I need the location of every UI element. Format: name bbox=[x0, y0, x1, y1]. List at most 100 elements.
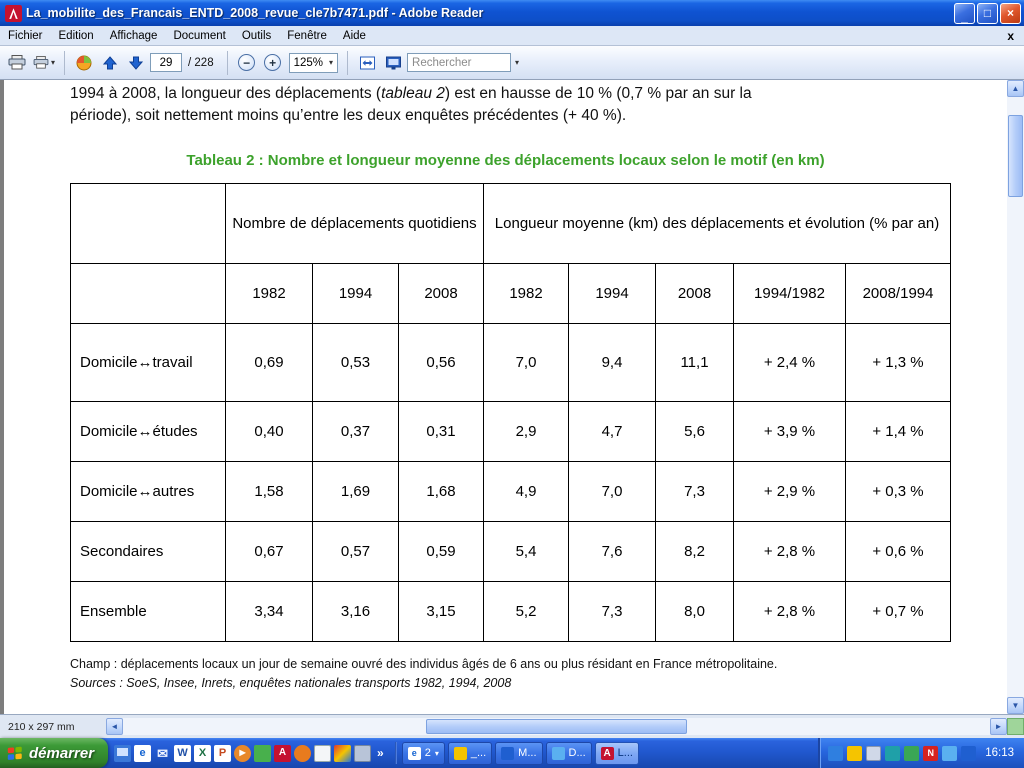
messenger-icon[interactable] bbox=[254, 744, 272, 762]
horizontal-scrollbar[interactable]: ◄ ► bbox=[106, 718, 1007, 735]
table-header: 1994/1982 bbox=[733, 263, 846, 324]
folder-icon bbox=[453, 746, 467, 760]
powerpoint-icon[interactable]: P bbox=[214, 744, 232, 762]
fullscreen-icon bbox=[385, 56, 401, 69]
vertical-scrollbar[interactable]: ▲ ▼ bbox=[1007, 80, 1024, 714]
menu-outils[interactable]: Outils bbox=[241, 29, 272, 42]
icon-letter: e bbox=[139, 746, 146, 759]
email-icon[interactable]: ✉ bbox=[154, 745, 171, 762]
vertical-scroll-thumb[interactable] bbox=[1008, 115, 1023, 197]
previous-page-button[interactable] bbox=[98, 50, 122, 76]
media-player-icon[interactable]: ▶ bbox=[234, 744, 252, 762]
acrobat-icon[interactable]: A bbox=[274, 744, 292, 762]
menu-document[interactable]: Document bbox=[173, 29, 226, 42]
paint-icon[interactable] bbox=[334, 744, 352, 762]
menu-bar: Fichier Edition Affichage Document Outil… bbox=[0, 26, 1024, 46]
icon-letter: ✉ bbox=[157, 745, 168, 761]
scroll-left-icon: ◄ bbox=[110, 722, 119, 731]
menu-fichier[interactable]: Fichier bbox=[8, 29, 43, 42]
zoom-level-select[interactable]: 125% ▾ bbox=[288, 52, 339, 73]
safely-remove-hardware-icon[interactable] bbox=[942, 745, 958, 761]
table-cell: 0,69 bbox=[225, 323, 313, 402]
taskbar-button-ie-group[interactable]: e 2 ▾ bbox=[401, 741, 445, 765]
table-header: 2008/1994 bbox=[844, 263, 952, 324]
horizontal-scroll-track[interactable] bbox=[123, 718, 990, 735]
show-desktop-icon[interactable] bbox=[114, 744, 132, 762]
notepad-icon[interactable] bbox=[314, 744, 332, 762]
taskbar-button-folder[interactable]: _... bbox=[447, 741, 493, 765]
zoom-out-button[interactable]: − bbox=[235, 50, 259, 76]
scroll-left-button[interactable]: ◄ bbox=[106, 718, 123, 735]
quicklaunch-overflow-chevron-icon[interactable]: » bbox=[377, 746, 384, 760]
menu-fenetre[interactable]: Fenêtre bbox=[287, 29, 327, 42]
scroll-right-button[interactable]: ► bbox=[990, 718, 1007, 735]
fullscreen-button[interactable] bbox=[381, 50, 405, 76]
table-group-header: Nombre de déplacements quotidiens bbox=[225, 183, 484, 264]
scroll-down-button[interactable]: ▼ bbox=[1007, 697, 1024, 714]
table-cell: 8,2 bbox=[655, 521, 734, 582]
search-input[interactable] bbox=[407, 53, 512, 72]
taskbar-button-d[interactable]: D... bbox=[545, 741, 592, 765]
printer-icon bbox=[8, 55, 26, 70]
messenger-status-icon[interactable] bbox=[904, 745, 920, 761]
minimize-button[interactable]: _ bbox=[954, 2, 975, 24]
icon-letter: e bbox=[411, 748, 417, 758]
network-status-icon[interactable] bbox=[885, 745, 901, 761]
table-cell: 0,31 bbox=[398, 401, 484, 462]
menu-affichage[interactable]: Affichage bbox=[109, 29, 158, 42]
close-document-button[interactable]: x bbox=[1007, 28, 1014, 43]
row-label: Ensemble bbox=[70, 581, 226, 642]
maximize-button[interactable]: □ bbox=[977, 2, 998, 24]
start-button[interactable]: démarrer bbox=[0, 738, 109, 768]
search-options-chevron-icon[interactable]: ▾ bbox=[515, 58, 520, 67]
scheduler-icon[interactable] bbox=[961, 745, 977, 761]
menu-aide[interactable]: Aide bbox=[342, 29, 366, 42]
table-cell: + 0,6 % bbox=[844, 521, 952, 582]
table-cell: 7,0 bbox=[483, 323, 569, 402]
next-page-button[interactable] bbox=[124, 50, 148, 76]
print-menu-button[interactable]: ▾ bbox=[31, 50, 57, 76]
menu-edition[interactable]: Edition bbox=[58, 29, 94, 42]
table-cell: 7,0 bbox=[568, 461, 656, 522]
text-run-italic: tableau 2 bbox=[381, 85, 445, 102]
fit-width-button[interactable] bbox=[355, 50, 379, 76]
taskbar-button-label: _... bbox=[470, 747, 487, 759]
horizontal-scroll-thumb[interactable] bbox=[426, 719, 687, 734]
print-button[interactable] bbox=[5, 50, 29, 76]
close-button[interactable]: × bbox=[1000, 2, 1021, 24]
firefox-icon[interactable] bbox=[294, 744, 312, 762]
taskbar-button-adobe-reader-active[interactable]: A L... bbox=[594, 741, 639, 765]
taskbar-button-m[interactable]: M... bbox=[495, 741, 543, 765]
zoom-in-button[interactable]: + bbox=[261, 50, 285, 76]
adobe-reader-icon bbox=[5, 4, 22, 22]
vertical-scroll-track[interactable] bbox=[1007, 97, 1024, 697]
page-count-label: / 228 bbox=[188, 56, 214, 69]
table-header: 1982 bbox=[483, 263, 569, 324]
scroll-corner bbox=[1007, 718, 1024, 735]
window-title: La_mobilite_des_Francais_ENTD_2008_revue… bbox=[26, 6, 484, 20]
calculator-icon[interactable] bbox=[354, 744, 372, 762]
collaborate-button[interactable] bbox=[72, 50, 96, 76]
table-cell: + 1,4 % bbox=[844, 401, 952, 462]
taskbar-button-label: 2 bbox=[424, 747, 431, 759]
word-icon[interactable]: W bbox=[174, 744, 192, 762]
display-settings-icon[interactable] bbox=[828, 745, 844, 761]
volume-icon[interactable] bbox=[866, 745, 882, 761]
table-header: 1982 bbox=[225, 263, 313, 324]
paragraph-line: 1994 à 2008, la longueur des déplacement… bbox=[70, 83, 960, 105]
quick-launch-bar: e ✉ W X P ▶ A » bbox=[108, 744, 393, 762]
toolbar: ▾ / 228 − + 125% ▾ bbox=[0, 46, 1024, 80]
internet-explorer-icon[interactable]: e bbox=[134, 744, 152, 762]
table-cell: 8,0 bbox=[655, 581, 734, 642]
table-row: Secondaires 0,67 0,57 0,59 5,4 7,6 8,2 +… bbox=[70, 521, 952, 582]
fit-width-icon bbox=[359, 56, 375, 69]
page-number-input[interactable] bbox=[150, 53, 183, 72]
update-icon[interactable] bbox=[847, 745, 863, 761]
excel-icon[interactable]: X bbox=[194, 744, 212, 762]
clock: 16:13 bbox=[985, 747, 1014, 759]
table-cell bbox=[70, 183, 226, 264]
table-cell: 0,67 bbox=[225, 521, 313, 582]
norton-antivirus-icon[interactable]: N bbox=[923, 745, 939, 761]
scroll-up-button[interactable]: ▲ bbox=[1007, 80, 1024, 97]
window-icon bbox=[501, 746, 515, 760]
